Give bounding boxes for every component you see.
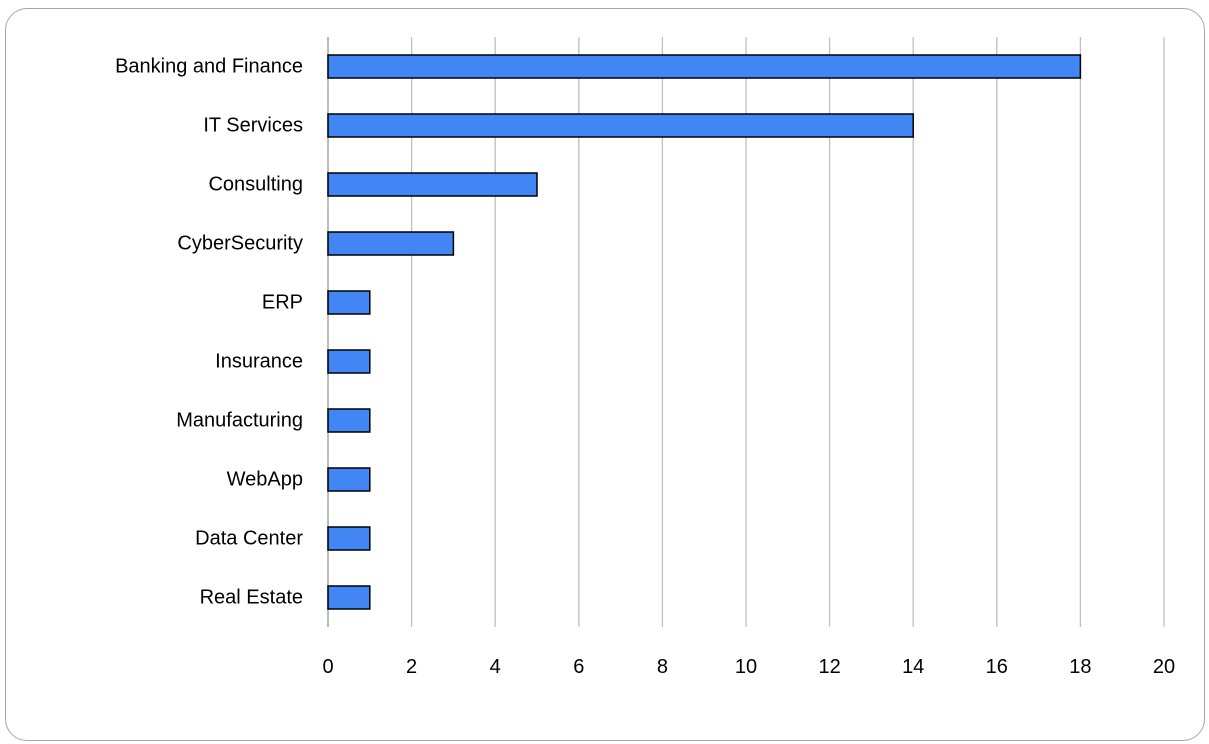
- bar-5: [327, 349, 371, 374]
- category-label-3: CyberSecurity: [177, 233, 303, 255]
- x-tick-label-8: 8: [657, 656, 668, 678]
- x-tick-label-10: 10: [735, 656, 757, 678]
- category-label-4: ERP: [262, 292, 303, 314]
- category-labels: Banking and Finance IT Services Consulting…: [115, 56, 303, 609]
- x-tick-label-16: 16: [986, 656, 1008, 678]
- bar-7: [327, 467, 371, 492]
- bar-0: [327, 54, 1082, 79]
- x-tick-label-4: 4: [490, 656, 501, 678]
- bars: [327, 54, 1082, 610]
- x-tick-label-14: 14: [902, 656, 924, 678]
- category-label-5: Insurance: [215, 351, 303, 373]
- bar-6: [327, 408, 371, 433]
- x-tick-label-6: 6: [573, 656, 584, 678]
- x-tick-label-18: 18: [1069, 656, 1091, 678]
- bar-3: [327, 231, 455, 256]
- category-label-7: WebApp: [227, 469, 303, 491]
- x-tick-label-2: 2: [406, 656, 417, 678]
- bar-1: [327, 113, 914, 138]
- bar-8: [327, 526, 371, 551]
- x-tick-label-20: 20: [1153, 656, 1175, 678]
- x-tick-label-12: 12: [818, 656, 840, 678]
- category-label-9: Real Estate: [200, 587, 303, 609]
- category-label-1: IT Services: [203, 115, 303, 137]
- x-tick-labels: 0 2 4 6 8 10 12 14 16 18 20: [322, 656, 1175, 678]
- category-label-2: Consulting: [208, 174, 303, 196]
- bar-2: [327, 172, 538, 197]
- x-tick-label-0: 0: [322, 656, 333, 678]
- bar-4: [327, 290, 371, 315]
- category-label-0: Banking and Finance: [115, 56, 303, 78]
- category-label-8: Data Center: [195, 528, 303, 550]
- bar-9: [327, 585, 371, 610]
- category-label-6: Manufacturing: [176, 410, 303, 432]
